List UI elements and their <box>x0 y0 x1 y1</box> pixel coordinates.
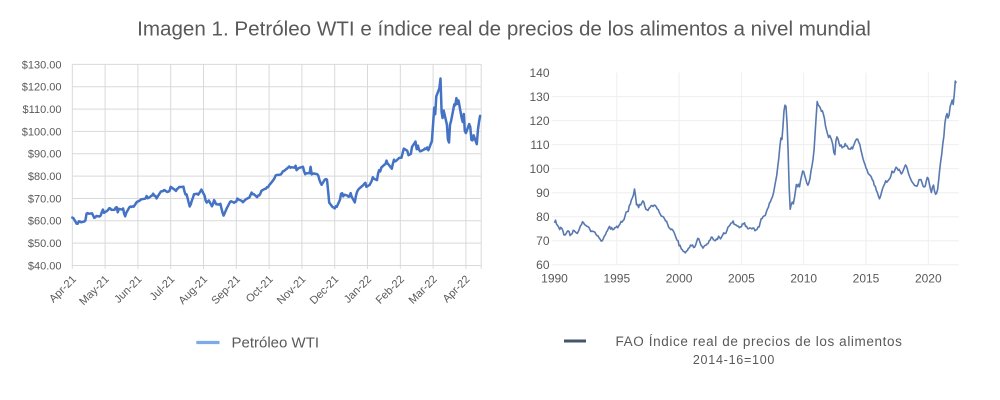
svg-text:80: 80 <box>536 210 550 224</box>
svg-text:70: 70 <box>536 234 550 248</box>
svg-text:2014-16=100: 2014-16=100 <box>693 353 775 367</box>
svg-text:$120.00: $120.00 <box>22 82 62 94</box>
svg-text:$80.00: $80.00 <box>28 171 62 183</box>
svg-text:$70.00: $70.00 <box>28 193 62 205</box>
svg-text:1995: 1995 <box>603 272 630 286</box>
svg-text:90: 90 <box>536 186 550 200</box>
svg-text:140: 140 <box>529 66 549 80</box>
svg-text:130: 130 <box>529 90 549 104</box>
svg-text:$40.00: $40.00 <box>28 260 62 272</box>
svg-text:$50.00: $50.00 <box>28 238 62 250</box>
svg-text:Petróleo WTI: Petróleo WTI <box>232 335 320 352</box>
svg-text:2020: 2020 <box>915 272 942 286</box>
svg-text:$110.00: $110.00 <box>23 104 62 116</box>
svg-text:$90.00: $90.00 <box>28 149 62 161</box>
svg-text:2005: 2005 <box>728 272 755 286</box>
svg-text:100: 100 <box>529 162 549 176</box>
svg-text:$100.00: $100.00 <box>22 126 62 138</box>
svg-text:2000: 2000 <box>666 272 693 286</box>
svg-text:60: 60 <box>536 258 550 272</box>
svg-text:Imagen 1. Petróleo WTI e índic: Imagen 1. Petróleo WTI e índice real de … <box>137 18 871 41</box>
svg-text:$130.00: $130.00 <box>22 59 62 71</box>
svg-text:$60.00: $60.00 <box>28 216 62 228</box>
svg-text:1990: 1990 <box>541 272 568 286</box>
svg-text:2015: 2015 <box>853 272 880 286</box>
svg-text:FAO Índice real de precios de: FAO Índice real de precios de los alimen… <box>616 334 903 349</box>
svg-text:120: 120 <box>529 114 549 128</box>
svg-text:2010: 2010 <box>790 272 817 286</box>
svg-text:110: 110 <box>530 138 549 152</box>
